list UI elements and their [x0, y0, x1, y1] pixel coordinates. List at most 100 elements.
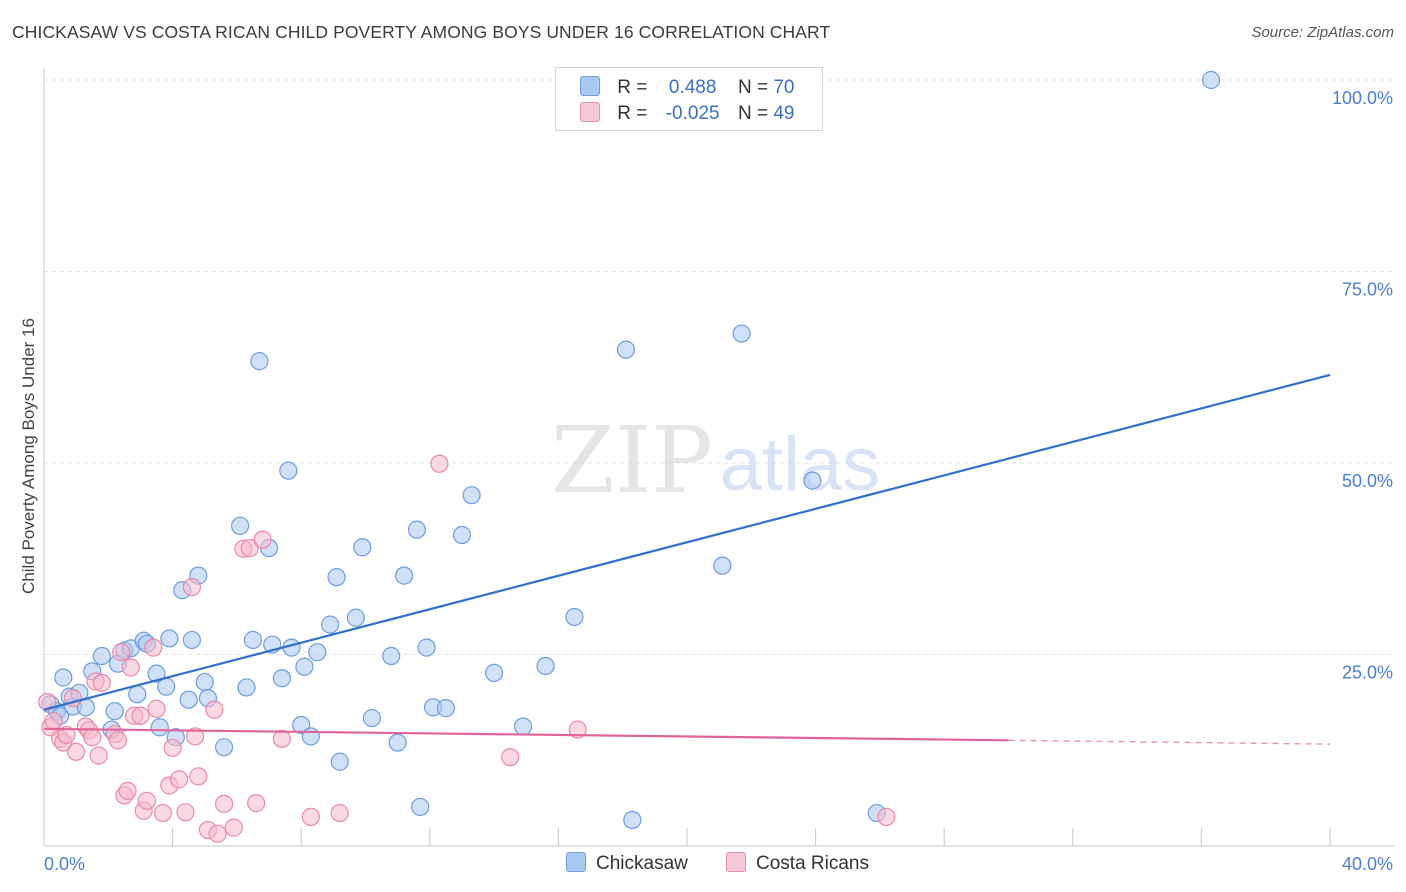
- chickasaw-point: [803, 471, 822, 490]
- chickasaw-point: [272, 669, 292, 688]
- chickasaw-point: [231, 516, 250, 535]
- costa-rican-point: [118, 781, 137, 800]
- tick-labels: 25.0% 50.0% 75.0% 100.0% 0.0% 40.0%: [44, 88, 1393, 874]
- x-tick-label: 40.0%: [1342, 854, 1393, 874]
- costa-rican-point: [131, 706, 150, 725]
- chickasaw-point: [394, 566, 414, 585]
- chickasaw-point: [1201, 70, 1221, 90]
- chickasaw-point: [623, 810, 642, 830]
- costa-rican-point: [83, 728, 102, 747]
- costa-ricans-swatch: [726, 852, 746, 872]
- chickasaw-point: [128, 685, 147, 704]
- costa-rican-point: [189, 767, 208, 786]
- costa-rican-point: [169, 770, 189, 789]
- chickasaw-point: [214, 738, 234, 757]
- legend-r-value: -0.025: [665, 103, 720, 124]
- chickasaw-point: [382, 646, 401, 666]
- y-tick-label: 50.0%: [1342, 471, 1393, 491]
- costa-rican-point: [208, 824, 227, 843]
- costa-rican-point: [301, 807, 320, 826]
- costa-rican-point: [57, 725, 76, 745]
- costa-rican-point: [430, 454, 449, 473]
- trend-line-extension: [1008, 739, 1331, 745]
- chickasaw-point: [179, 690, 198, 709]
- chickasaw-point: [308, 643, 327, 662]
- costa-rican-point: [272, 729, 292, 748]
- bottom-legend-label: Chickasaw: [596, 853, 688, 874]
- costa-rican-point: [147, 699, 166, 718]
- costa-rican-point: [89, 746, 108, 765]
- trend-line: [43, 373, 1331, 711]
- watermark-atlas: atlas: [720, 422, 881, 507]
- legend-r-value: 0.488: [668, 77, 717, 98]
- costa-rican-point: [240, 538, 259, 558]
- chickasaw-point: [330, 752, 349, 771]
- chickasaw-point: [407, 520, 427, 539]
- chickasaw-point: [485, 663, 504, 682]
- chickasaw-point: [157, 677, 176, 696]
- legend-n-label: N =: [737, 103, 769, 124]
- legend-r-label: R =: [617, 103, 648, 124]
- source-credit: Source: ZipAtlas.com: [1251, 24, 1394, 41]
- y-tick-label: 25.0%: [1342, 663, 1393, 683]
- legend-n-value: 49: [773, 103, 795, 124]
- chickasaw-point: [321, 615, 340, 634]
- costa-rican-point: [224, 818, 243, 837]
- costa-rican-point: [176, 803, 195, 822]
- chickasaw-point: [54, 668, 73, 687]
- costa-rican-point: [253, 530, 272, 549]
- costa-rican-point: [153, 803, 173, 823]
- chickasaw-point: [388, 733, 407, 752]
- chickasaw-point: [462, 486, 481, 505]
- chickasaw-point: [411, 797, 430, 817]
- chickasaw-point: [452, 525, 472, 545]
- costa-rican-point: [186, 727, 205, 746]
- chickasaw-point: [237, 678, 256, 697]
- legend-n-value: 70: [773, 77, 795, 98]
- chickasaw-point: [565, 607, 584, 627]
- y-axis-label: Child Poverty Among Boys Under 16: [19, 318, 38, 594]
- trend-line: [43, 727, 1009, 742]
- costa-rican-point: [501, 748, 520, 767]
- chickasaw-point: [301, 727, 320, 746]
- costa-rican-point: [568, 720, 587, 739]
- chickasaw-point: [150, 718, 169, 737]
- chickasaw-point: [353, 538, 372, 557]
- chickasaw-point: [616, 340, 636, 359]
- y-tick-label: 75.0%: [1342, 280, 1393, 300]
- chickasaw-point: [182, 630, 201, 650]
- chickasaw-point: [536, 656, 555, 676]
- costa-ricans-swatch: [580, 102, 600, 122]
- legend-row-costa-ricans: R = -0.025 N = 49: [580, 102, 794, 126]
- chickasaw-point: [105, 702, 124, 721]
- costa-rican-point: [163, 738, 182, 758]
- chickasaw-point: [250, 352, 269, 371]
- costa-rican-point: [67, 742, 86, 761]
- costa-rican-point: [112, 643, 131, 662]
- chickasaw-point: [362, 708, 382, 728]
- chickasaw-point: [243, 630, 263, 650]
- chickasaw-point: [436, 699, 455, 718]
- chickasaw-point: [327, 568, 346, 587]
- costa-rican-point: [330, 803, 349, 823]
- legend-row-chickasaw: R = 0.488 N = 70: [580, 76, 794, 100]
- chickasaw-point: [732, 324, 751, 343]
- chickasaw-point: [346, 608, 365, 627]
- costa-rican-point: [44, 712, 63, 731]
- correlation-legend: R = 0.488 N = 70 R = -0.025 N = 49: [555, 67, 823, 131]
- legend-r-label: R =: [617, 77, 648, 98]
- costa-rican-point: [108, 731, 128, 750]
- chickasaw-point: [160, 629, 179, 648]
- bottom-legend-chickasaw: Chickasaw: [566, 852, 688, 875]
- bottom-legend-costa-ricans: Costa Ricans: [726, 852, 869, 875]
- costa-rican-point: [92, 673, 111, 692]
- costa-rican-point: [247, 794, 266, 813]
- chickasaw-point: [513, 717, 533, 736]
- costa-rican-point: [38, 692, 57, 712]
- chickasaw-point: [195, 672, 214, 692]
- watermark-zip: ZIP: [551, 407, 713, 514]
- costa-rican-point: [121, 658, 140, 677]
- chickasaw-point: [147, 664, 166, 683]
- legend-n-label: N =: [737, 77, 769, 98]
